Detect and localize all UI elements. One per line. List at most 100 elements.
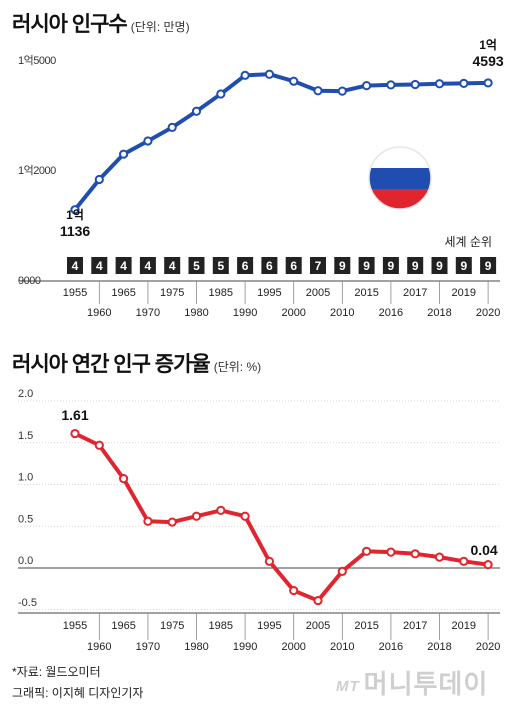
rank-badge-value: 4 — [145, 259, 152, 273]
x-tick-label: 1965 — [111, 620, 135, 632]
flag-red-band — [369, 189, 431, 209]
growth-data-point — [410, 549, 420, 559]
rank-badge — [91, 257, 108, 274]
brand-logo: MT 머니투데이 — [336, 669, 489, 699]
rank-badge-value: 9 — [485, 259, 492, 273]
x-tick-label: 1955 — [63, 620, 87, 632]
population-data-point — [434, 79, 445, 89]
population-data-point — [459, 78, 469, 89]
population-data-point — [94, 174, 104, 185]
population-data-point — [386, 80, 396, 90]
source-note: *자료: 월드오미터 — [12, 665, 101, 679]
rank-badge-value: 6 — [242, 259, 249, 273]
growth-data-point — [167, 517, 177, 527]
rank-badge — [455, 257, 472, 274]
rank-badge-value: 4 — [72, 259, 79, 273]
first-value-label: 1.61 — [61, 407, 88, 423]
x-tick-label: 2018 — [427, 641, 451, 653]
growth-series-line — [74, 431, 489, 603]
rank-badge — [237, 257, 254, 274]
x-tick-label: 1995 — [257, 620, 281, 632]
y-tick-label: 0.5 — [18, 513, 33, 525]
x-tick-label: 2000 — [281, 307, 305, 319]
rank-badge-value: 6 — [290, 259, 297, 273]
rank-badge-value: 5 — [193, 259, 200, 273]
x-tick-label: 2010 — [330, 307, 354, 319]
x-tick-label: 2016 — [379, 641, 403, 653]
population-data-point — [143, 136, 153, 146]
growth-data-point — [434, 552, 445, 562]
x-tick-label: 2017 — [403, 287, 427, 299]
growth-data-point — [313, 595, 323, 606]
x-tick-label: 1980 — [184, 307, 208, 319]
x-tick-label: 1985 — [209, 620, 233, 632]
rank-badge-value: 9 — [363, 259, 370, 273]
growth-data-point — [362, 546, 372, 556]
x-tick-label: 1965 — [111, 287, 135, 299]
x-tick-label: 1955 — [63, 287, 87, 299]
last-value-label: 0.04 — [470, 542, 497, 558]
x-tick-label: 2018 — [427, 307, 451, 319]
growth-data-point — [459, 556, 469, 566]
chart2-title: 러시아 연간 인구 증가율 (단위: %) — [12, 353, 262, 376]
growth-data-point — [240, 511, 250, 521]
rank-badge — [358, 257, 375, 274]
x-tick-label: 2020 — [476, 307, 500, 319]
x-tick-label: 2005 — [306, 620, 330, 632]
x-tick-label: 1970 — [136, 307, 160, 319]
x-tick-label: 2000 — [281, 641, 305, 653]
flag-white-band — [369, 147, 431, 168]
rank-badge — [285, 257, 302, 274]
chart1-title: 러시아 인구수 (단위: 만명) — [12, 13, 190, 36]
rank-badge-value: 4 — [96, 259, 103, 273]
population-data-point — [119, 149, 129, 159]
rank-badge-value: 4 — [120, 259, 127, 273]
x-tick-label: 1990 — [233, 307, 257, 319]
x-tick-label: 1985 — [209, 287, 233, 299]
last-value-label-line1: 1억 — [479, 38, 497, 52]
population-data-point — [264, 69, 274, 79]
rank-badge — [431, 257, 448, 274]
x-tick-label: 2020 — [476, 641, 500, 653]
rank-badge — [188, 257, 205, 274]
x-tick-label: 1970 — [136, 641, 160, 653]
rank-badge-value: 6 — [266, 259, 273, 273]
growth-data-point — [337, 566, 347, 576]
y-tick-label: 0.0 — [18, 555, 33, 567]
rank-badge-value: 5 — [217, 259, 224, 273]
x-tick-label: 1995 — [257, 287, 281, 299]
rank-badge-value: 9 — [412, 259, 419, 273]
population-data-point — [216, 89, 226, 99]
x-tick-label: 2015 — [354, 287, 378, 299]
chart2-unit: (단위: %) — [213, 360, 262, 374]
x-tick-label: 2019 — [452, 620, 476, 632]
rank-badge — [480, 257, 497, 274]
rank-badge-value: 9 — [436, 259, 443, 273]
growth-data-point — [216, 505, 226, 515]
x-tick-label: 1990 — [233, 641, 257, 653]
growth-data-point — [70, 428, 80, 439]
rank-badge — [212, 257, 229, 274]
rank-badge — [382, 257, 399, 274]
rank-row-label: 세계 순위 — [445, 235, 493, 249]
rank-badge — [67, 257, 83, 274]
population-data-point — [191, 106, 202, 116]
rank-badge — [139, 257, 156, 274]
rank-badge — [310, 257, 326, 274]
x-tick-label: 1975 — [160, 287, 184, 299]
population-data-point — [483, 78, 493, 88]
x-tick-label: 1960 — [87, 641, 111, 653]
x-tick-label: 2019 — [452, 287, 476, 299]
rank-badge — [334, 257, 351, 274]
russia-flag-icon — [369, 147, 431, 209]
growth-data-point — [94, 440, 104, 450]
y-tick-label: -0.5 — [18, 597, 37, 609]
x-tick-label: 1960 — [87, 307, 111, 319]
growth-data-point — [143, 516, 153, 526]
population-data-point — [410, 79, 420, 90]
rank-badge — [115, 257, 132, 274]
y-tick-label: 1억2000 — [18, 164, 56, 177]
